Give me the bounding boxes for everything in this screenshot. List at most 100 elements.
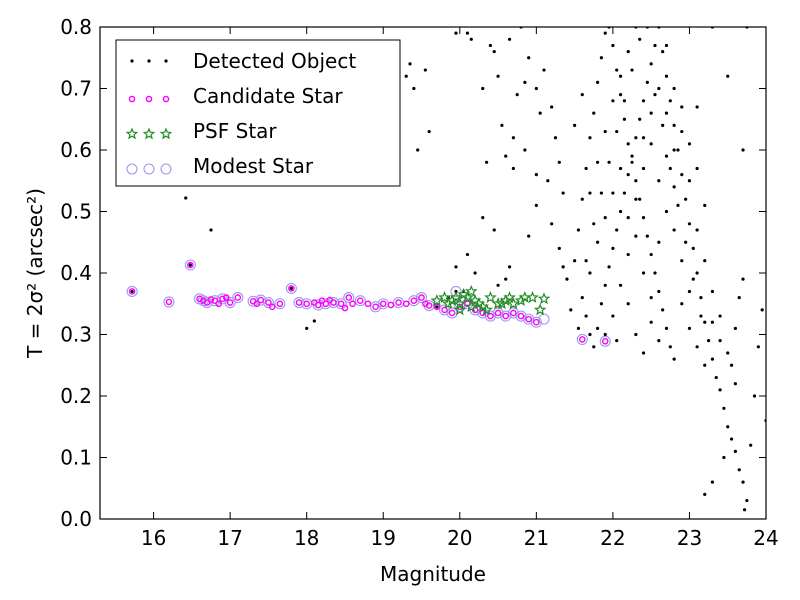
candidate-star-point: [448, 309, 456, 317]
candidate-star-point: [223, 294, 230, 301]
detected-object-point: [473, 271, 477, 275]
x-axis-label: Magnitude: [380, 562, 486, 586]
detected-object-point: [595, 160, 600, 164]
detected-object-point: [710, 320, 715, 324]
modest-star-point: [523, 313, 535, 325]
detected-object-point: [626, 252, 630, 257]
candidate-star-point: [395, 299, 402, 306]
detected-object-point: [672, 123, 676, 127]
candidate-star-point: [215, 300, 222, 308]
detected-object-point: [492, 50, 496, 54]
candidate-star-point: [165, 298, 173, 306]
detected-object-point: [603, 129, 607, 134]
candidate-star-point: [276, 300, 284, 308]
detected-object-point: [645, 234, 649, 238]
x-tick-label: 21: [524, 526, 549, 550]
detected-object-point: [527, 56, 531, 60]
detected-object-point: [634, 234, 638, 238]
detected-object-point: [664, 209, 669, 214]
detected-object-point: [618, 209, 623, 214]
candidate-star-point: [219, 295, 226, 303]
detected-object-point: [634, 179, 638, 183]
candidate-star-point: [268, 303, 276, 311]
candidate-star-point: [525, 315, 532, 323]
detected-object-point: [653, 93, 657, 97]
detected-object-point: [653, 43, 657, 48]
candidate-star-point: [211, 297, 219, 304]
detected-object-point: [718, 314, 722, 318]
x-tick-label: 18: [294, 526, 319, 550]
modest-star-point: [507, 307, 519, 319]
y-tick-label: 0.4: [60, 261, 92, 285]
detected-object-point: [641, 166, 646, 171]
x-tick-label: 24: [753, 526, 778, 550]
detected-object-point: [465, 252, 470, 257]
detected-object-point: [733, 326, 737, 330]
detected-object-point: [504, 277, 508, 281]
modest-star-point: [450, 285, 462, 298]
detected-object-point: [687, 289, 692, 294]
legend-item-modest-star: Modest Star: [126, 154, 314, 178]
detected-object-point: [588, 332, 592, 337]
detected-object-point: [550, 105, 554, 109]
candidate-star-point: [364, 300, 372, 308]
detected-object-point: [515, 93, 519, 97]
detected-object-point: [710, 289, 715, 294]
psf-star-point: [491, 297, 505, 310]
detected-object-point: [576, 228, 581, 232]
x-tick-label: 23: [677, 526, 702, 550]
candidate-star-point: [418, 294, 425, 301]
psf-star-point: [484, 290, 497, 303]
detected-object-point: [454, 31, 458, 35]
detected-object-point: [684, 240, 688, 244]
detected-object-point: [435, 305, 439, 309]
detected-object-point: [592, 345, 596, 349]
detected-object-point: [611, 191, 615, 195]
detected-object-point: [706, 339, 711, 343]
legend-item-detected-object: Detected Object: [130, 49, 356, 73]
candidate-star-point: [433, 303, 441, 311]
psf-star-point: [537, 292, 551, 305]
modest-star-point: [438, 304, 451, 316]
detected-object-point: [615, 339, 619, 343]
detected-object-point: [630, 154, 634, 158]
detected-object-point: [695, 105, 699, 109]
candidate-star-point: [265, 299, 272, 306]
candidate-star-point: [207, 296, 215, 303]
detected-object-point: [649, 62, 653, 66]
detected-object-point: [538, 111, 542, 115]
detected-object-point: [595, 80, 600, 84]
detected-object-point: [504, 19, 507, 22]
detected-object-point: [615, 68, 619, 72]
detected-object-point: [611, 314, 615, 318]
detected-object-point: [661, 50, 665, 54]
candidate-star-point: [322, 300, 330, 308]
detected-object-point: [687, 222, 692, 226]
detected-object-point: [657, 86, 661, 91]
legend-item-psf-star: PSF Star: [125, 119, 277, 143]
detected-object-point: [588, 136, 592, 140]
detected-object-point: [592, 222, 596, 226]
modest-star-point: [393, 296, 405, 309]
psf-star-point: [480, 303, 493, 316]
detected-object-point: [615, 129, 619, 134]
detected-object-point: [611, 99, 615, 103]
detected-object-point: [733, 382, 737, 386]
detected-object-point: [680, 259, 684, 263]
detected-object-point: [760, 308, 764, 312]
detected-object-point: [718, 339, 722, 343]
detected-object-point: [618, 166, 623, 171]
psf-star-point: [464, 284, 478, 297]
legend-marker-detected-object: [164, 59, 168, 63]
detected-object-point: [523, 148, 527, 152]
candidate-star-point: [387, 301, 395, 309]
candidate-star-point: [356, 297, 364, 304]
detected-object-point: [672, 185, 676, 189]
detected-object-point: [603, 283, 607, 287]
psf-star-point: [438, 290, 451, 303]
detected-object-point: [584, 259, 588, 263]
modest-star-point: [126, 285, 138, 298]
modest-star-point: [301, 298, 313, 310]
x-tick-label: 16: [141, 526, 166, 550]
detected-object-point: [622, 117, 626, 121]
